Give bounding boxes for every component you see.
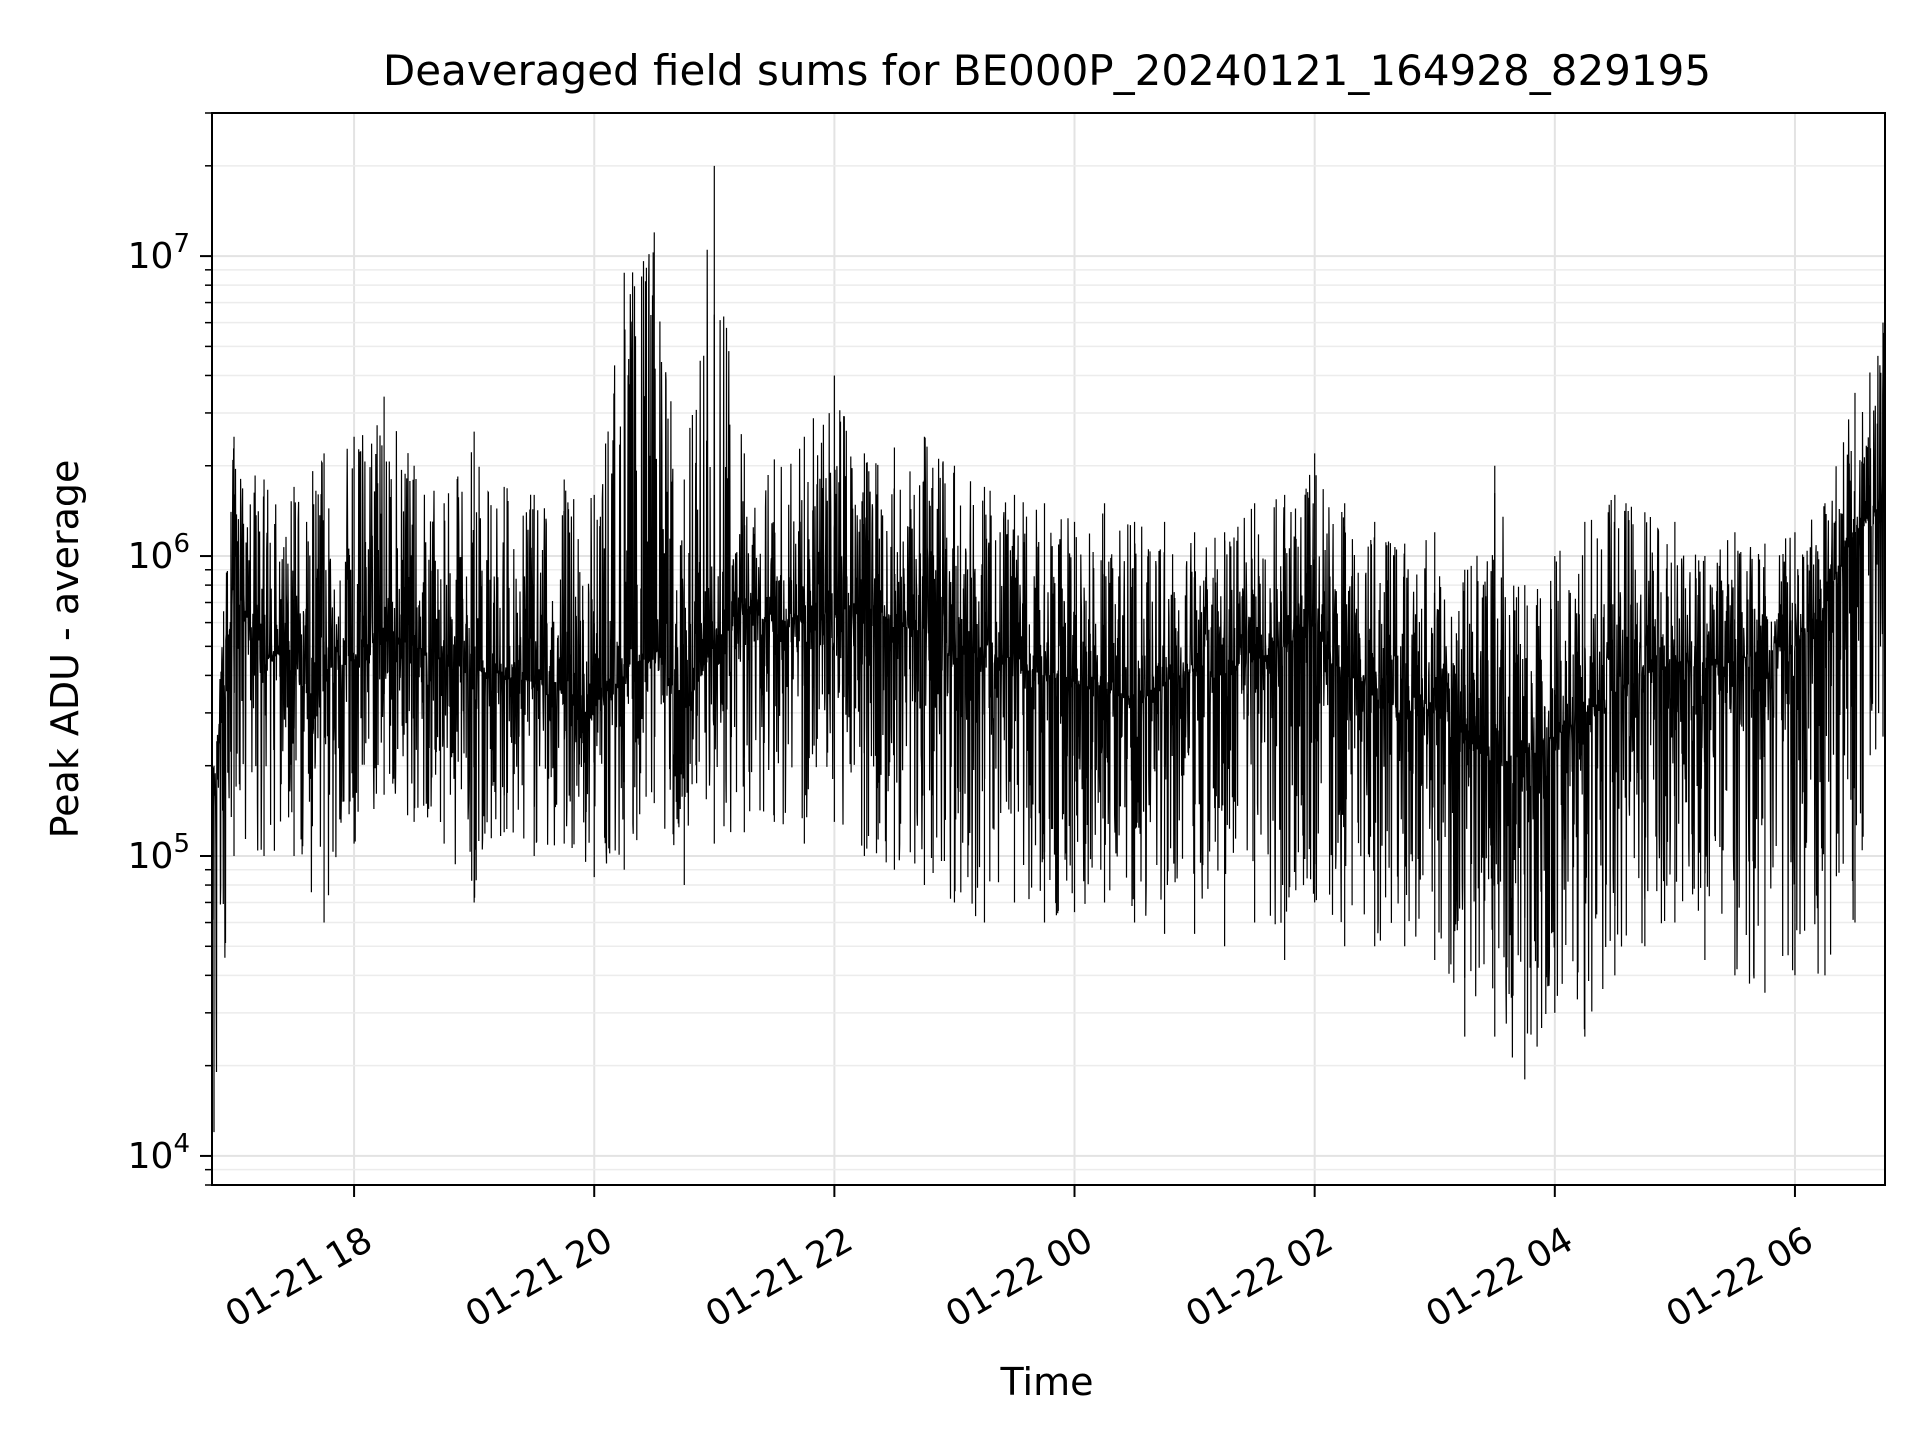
x-axis-label: Time xyxy=(1000,1360,1094,1404)
y-tick-label: 105 xyxy=(128,829,190,877)
data-series xyxy=(211,165,1886,1133)
y-tick-label: 106 xyxy=(128,529,190,577)
y-tick-label: 107 xyxy=(128,229,190,277)
y-tick-label: 104 xyxy=(128,1129,190,1177)
y-axis-ticks: 104 105 106 107 xyxy=(128,112,212,1186)
plot-frame xyxy=(211,112,1886,1186)
y-axis-label: Peak ADU - average xyxy=(43,460,87,839)
chart-title: Deaveraged field sums for BE000P_2024012… xyxy=(383,46,1711,95)
series-line xyxy=(211,249,1886,1073)
